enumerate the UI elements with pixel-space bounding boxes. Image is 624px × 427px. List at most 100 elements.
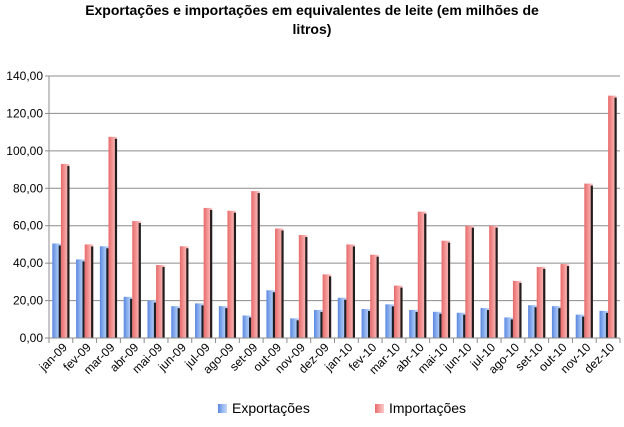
legend-label: Importações	[389, 400, 466, 416]
bar-shadow	[320, 311, 323, 338]
bar-shadow	[486, 310, 490, 338]
bar-shadow	[272, 292, 276, 338]
bar-exportacoes	[385, 304, 394, 338]
bar-exportacoes	[266, 290, 276, 338]
bar-shadow	[67, 165, 70, 338]
bar-exportacoes	[337, 297, 347, 338]
bar-shadow	[463, 314, 466, 338]
bar-shadow	[82, 261, 85, 338]
legend-swatch	[218, 404, 227, 413]
bar-shadow	[130, 298, 133, 338]
bar-shadow	[225, 308, 228, 338]
bar-shadow	[376, 256, 379, 338]
y-tick-label: 40,00	[13, 256, 43, 270]
bar-shadow	[162, 267, 165, 338]
bar-importacoes	[417, 211, 427, 338]
bar-shadow	[114, 138, 118, 338]
bar-shadow	[352, 246, 355, 338]
bar-exportacoes	[456, 312, 466, 338]
chart-title-line-2: litros)	[293, 21, 332, 37]
x-axis-tick-labels: jan-09fev-09mar-09abr-09mai-09jun-09jul-…	[36, 340, 618, 377]
bar-shadow	[471, 227, 474, 338]
chart-title-line-1: Exportações e importações em equivalente…	[85, 2, 539, 18]
bar-exportacoes	[99, 246, 109, 338]
bar-exportacoes	[314, 309, 323, 338]
gridlines	[49, 75, 620, 302]
bar-importacoes	[512, 280, 522, 338]
bar-importacoes	[298, 235, 308, 338]
bar-exportacoes	[171, 306, 180, 338]
y-tick-label: 100,00	[6, 144, 43, 158]
bar-shadow	[543, 268, 546, 338]
bar-shadow	[210, 209, 213, 338]
bar-importacoes	[489, 225, 498, 338]
bar-importacoes	[346, 244, 355, 338]
bar-importacoes	[275, 228, 284, 338]
bar-importacoes	[560, 264, 570, 338]
y-tick-label: 140,00	[6, 69, 43, 83]
bar-exportacoes	[290, 318, 299, 338]
bar-exportacoes	[76, 259, 85, 338]
bar-shadow	[344, 299, 347, 338]
bar-shadow	[566, 266, 570, 338]
y-axis-tick-labels: 0,00 20,00 40,00 60,00 80,00 100,00 120,00 140,…	[6, 69, 43, 345]
legend-swatch	[375, 404, 384, 413]
bar-shadow	[367, 310, 371, 338]
bar-shadow	[153, 302, 157, 338]
bar-shadow	[257, 193, 260, 338]
bar-importacoes	[370, 254, 379, 338]
bar-shadow	[329, 276, 332, 338]
bar-importacoes	[132, 221, 141, 338]
bar-shadow	[177, 308, 180, 338]
bar-shadow	[590, 185, 593, 338]
bar-shadow	[582, 316, 585, 338]
bar-shadow	[424, 213, 427, 338]
bar-shadow	[201, 305, 204, 338]
bar-shadow	[534, 307, 537, 338]
bar-shadow	[558, 308, 561, 338]
bar-shadow	[106, 248, 109, 338]
bar-importacoes	[441, 240, 451, 338]
bar-importacoes	[156, 265, 165, 338]
legend-label: Exportações	[232, 400, 310, 416]
bar-exportacoes	[575, 314, 585, 338]
bar-exportacoes	[242, 315, 252, 338]
bar-shadow	[400, 287, 403, 338]
bar-importacoes	[251, 191, 260, 338]
bar-shadow	[510, 319, 513, 338]
bar-exportacoes	[218, 306, 228, 338]
bar-exportacoes	[52, 243, 61, 338]
y-tick-label: 120,00	[6, 106, 43, 120]
bar-importacoes	[465, 225, 474, 338]
bar-importacoes	[393, 285, 403, 338]
bar-shadow	[186, 248, 189, 338]
y-tick-label: 80,00	[13, 181, 43, 195]
legend: Exportações Importações	[218, 400, 466, 416]
bar-shadow	[138, 223, 141, 338]
bar-exportacoes	[409, 309, 418, 338]
y-tick-label: 20,00	[13, 294, 43, 308]
y-tick-label: 60,00	[13, 219, 43, 233]
bar-exportacoes	[123, 296, 133, 338]
bar-shadow	[249, 317, 252, 338]
bar-exportacoes	[432, 311, 442, 338]
bar-shadow	[605, 312, 609, 338]
bar-exportacoes	[147, 300, 157, 338]
bars	[52, 95, 617, 339]
bar-shadow	[305, 237, 308, 338]
bar-importacoes	[84, 244, 94, 338]
axes	[45, 75, 621, 343]
bar-exportacoes	[528, 305, 537, 338]
bar-exportacoes	[361, 308, 371, 338]
bar-importacoes	[179, 246, 189, 338]
bar-exportacoes	[480, 308, 490, 338]
bar-importacoes	[608, 95, 617, 339]
bar-importacoes	[60, 163, 70, 338]
bar-importacoes	[536, 266, 546, 338]
bar-shadow	[614, 97, 617, 339]
bar-exportacoes	[551, 306, 561, 338]
bar-shadow	[447, 242, 451, 338]
bar-shadow	[519, 282, 522, 338]
bar-shadow	[495, 227, 498, 338]
